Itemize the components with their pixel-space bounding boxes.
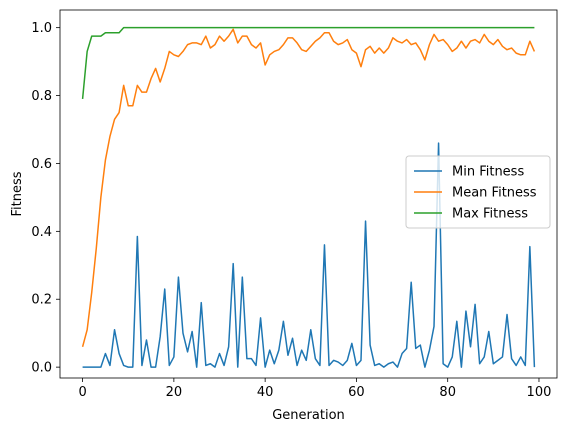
legend-label: Mean Fitness [452,186,537,201]
y-tick-label: 1.0 [31,21,52,36]
axes-frame [59,9,558,379]
x-axis-label: Generation [272,408,345,423]
y-tick-label: 0.8 [31,89,52,104]
y-axis-label: Fitness [10,171,25,216]
legend-label: Min Fitness [452,165,524,180]
series-line-mean-fitness [81,28,536,347]
x-tick-label: 100 [527,385,552,400]
x-tick-label: 60 [348,385,365,400]
x-tick-label: 20 [166,385,183,400]
y-tick-label: 0.2 [31,293,52,308]
x-tick-label: 0 [78,385,86,400]
series-layer [81,26,536,368]
series-line-max-fitness [81,26,535,100]
x-tick-label: 40 [257,385,274,400]
y-tick-label: 0.0 [31,361,52,376]
legend-box [405,155,551,229]
x-tick-label: 80 [439,385,456,400]
legend-label: Max Fitness [452,207,528,222]
plot-area [59,9,558,379]
legend: Min Fitness Mean Fitness Max Fitness [405,155,551,229]
series-line-min-fitness [82,142,536,368]
x-axis: 0 20 40 60 80 100 [78,378,551,400]
y-tick-label: 0.6 [31,157,52,172]
y-axis: 0.0 0.2 0.4 0.6 0.8 1.0 [31,21,60,376]
y-tick-label: 0.4 [31,225,52,240]
